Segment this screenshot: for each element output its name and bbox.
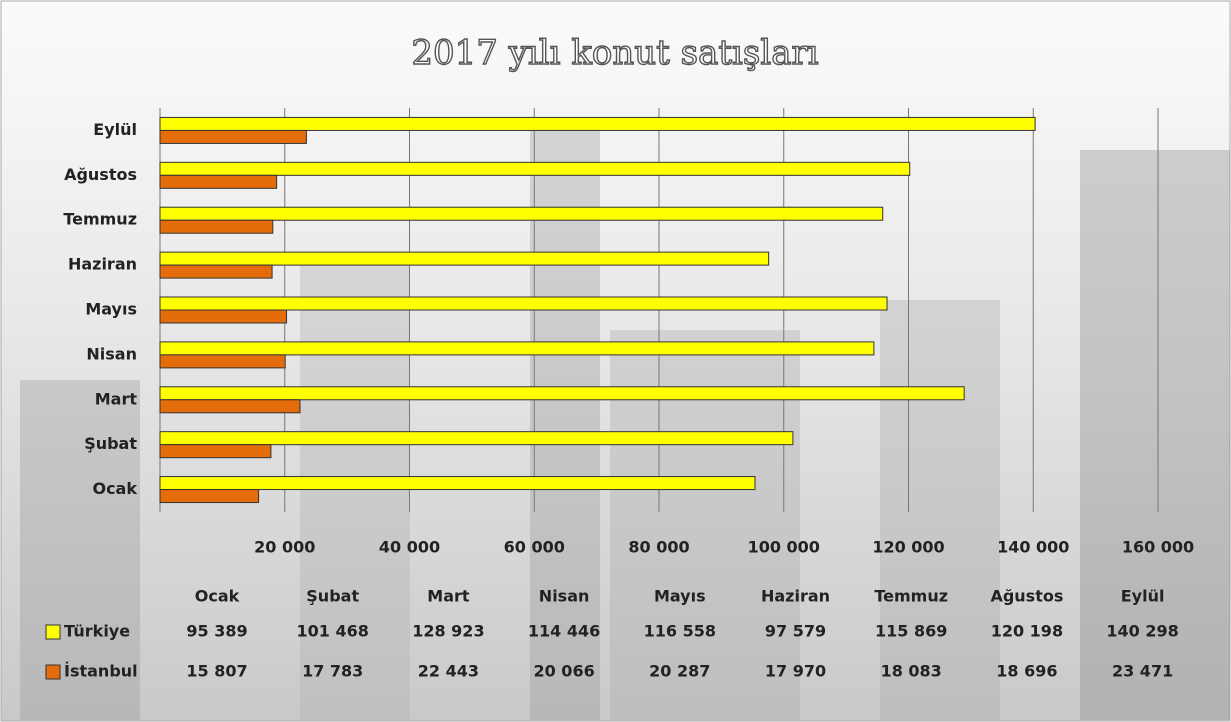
table-value: 18 696 [996,662,1057,681]
table-value: 23 471 [1112,662,1173,681]
x-tick-label: 120 000 [872,538,944,557]
y-tick-label: Temmuz [63,210,137,229]
table-value: 116 558 [644,622,716,641]
y-tick-label: Ocak [92,479,137,498]
legend-swatch [45,664,61,680]
bar [159,489,260,504]
legend-label: İstanbul [64,662,138,681]
bar [159,399,301,414]
table-header: Mart [427,587,470,606]
y-tick-label: Haziran [68,255,137,274]
table-value: 97 579 [765,622,826,641]
table-value: 18 083 [881,662,942,681]
bar [159,309,288,324]
x-tick-label: 40 000 [379,538,440,557]
table-value: 95 389 [186,622,247,641]
table-value: 101 468 [297,622,369,641]
table-header: Ağustos [990,587,1063,606]
x-tick-label: 140 000 [997,538,1069,557]
table-value: 114 446 [528,622,600,641]
chart-title: 2017 yılı konut satışları [411,33,818,73]
x-tick-label: 100 000 [748,538,820,557]
x-tick-label: 60 000 [504,538,565,557]
legend-label: Türkiye [64,622,130,641]
bar [159,251,770,266]
table-value: 20 287 [649,662,710,681]
table-value: 128 923 [412,622,484,641]
table-header: Temmuz [874,587,948,606]
y-tick-label: Nisan [86,344,137,363]
bar [159,296,888,311]
bar [159,444,272,459]
bar [159,116,1036,131]
y-tick-label: Mayıs [85,300,137,319]
bar [159,341,875,356]
bar [159,264,273,279]
table-header: Eylül [1121,587,1165,606]
y-tick-label: Mart [95,389,138,408]
y-tick-label: Şubat [84,434,137,453]
y-tick-label: Ağustos [64,165,137,184]
table-value: 115 869 [875,622,947,641]
table-value: 15 807 [186,662,247,681]
x-tick-label: 80 000 [628,538,689,557]
table-value: 140 298 [1106,622,1178,641]
bar [159,219,274,234]
table-value: 22 443 [418,662,479,681]
table-value: 17 970 [765,662,826,681]
table-header: Haziran [761,587,830,606]
y-tick-label: Eylül [93,120,137,139]
bar [159,431,794,446]
table-header: Şubat [306,587,359,606]
bar [159,386,965,401]
table-header: Ocak [195,587,240,606]
table-value: 20 066 [533,662,594,681]
bar [159,129,307,144]
bar [159,174,278,189]
table-value: 120 198 [991,622,1063,641]
bar [159,161,911,176]
bar [159,206,884,221]
bar [159,354,286,369]
bar [159,476,756,491]
table-header: Nisan [539,587,590,606]
x-tick-label: 160 000 [1122,538,1194,557]
table-value: 17 783 [302,662,363,681]
table-header: Mayıs [654,587,706,606]
legend-swatch [45,624,61,640]
x-tick-label: 20 000 [254,538,315,557]
